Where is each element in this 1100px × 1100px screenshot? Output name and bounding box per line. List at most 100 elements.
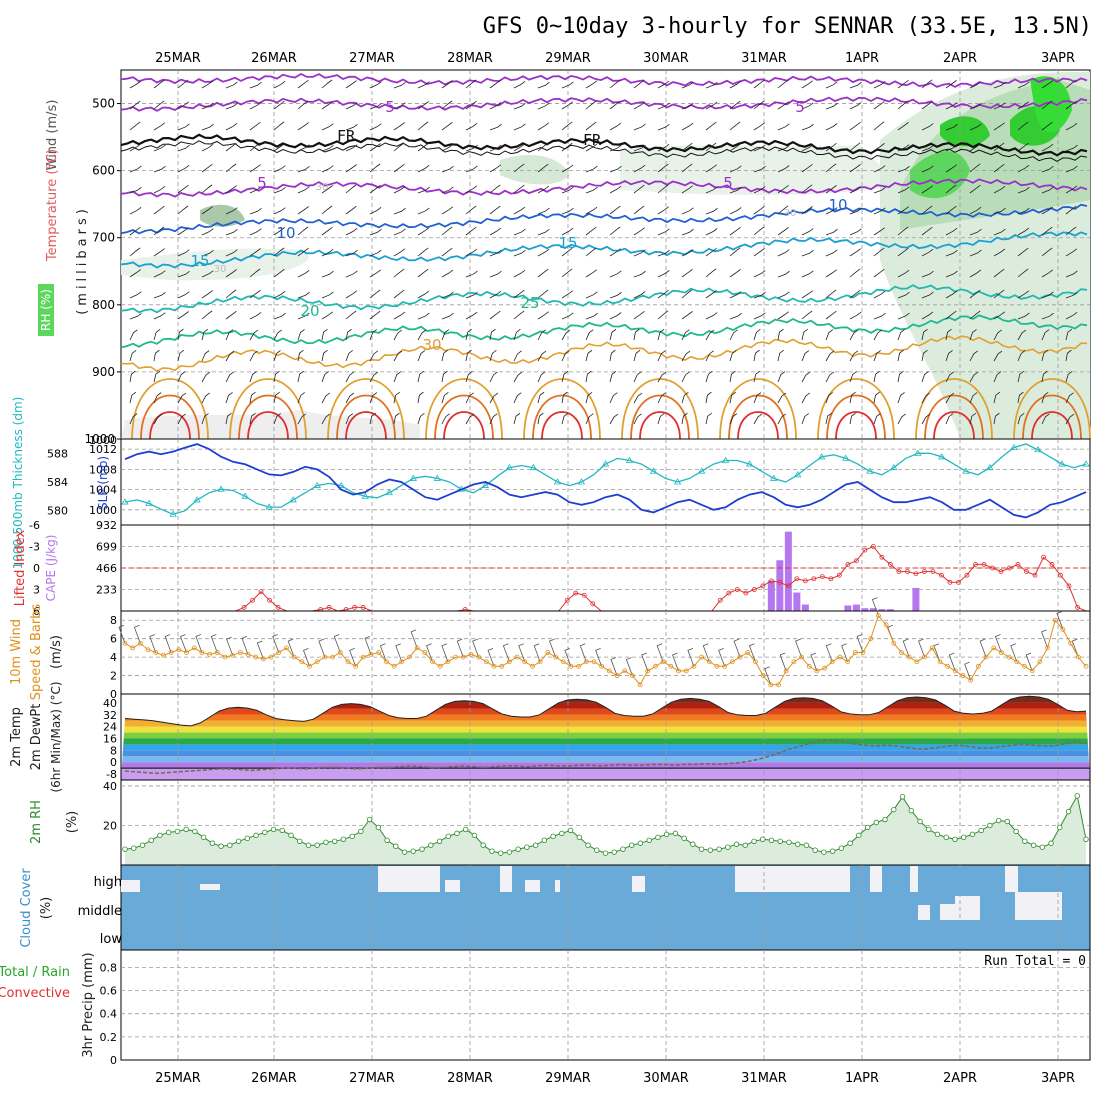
- wind-barb: [585, 143, 598, 152]
- wind-barb: [249, 186, 262, 194]
- rh2m-tick-20: 20: [103, 819, 117, 832]
- thickness-marker: [433, 474, 442, 481]
- date-label-26MAR: 26MAR: [251, 1071, 297, 1086]
- wind-barb: [513, 350, 522, 362]
- slp-tick-1000: 1000: [89, 504, 117, 517]
- wind10-marker: [683, 668, 689, 674]
- wind-barb: [585, 312, 598, 320]
- surface-temp-contour: [532, 394, 592, 440]
- wind-barb: [273, 227, 285, 236]
- wind10-marker: [668, 663, 674, 669]
- wind10-marker: [729, 659, 735, 665]
- wind10-barb: [210, 634, 218, 653]
- rh2m-marker: [716, 846, 722, 852]
- date-label-25MAR: 25MAR: [155, 1071, 201, 1086]
- wind10-marker: [937, 659, 943, 665]
- rh2m-marker: [908, 807, 914, 814]
- cloud-clear-gap: [632, 876, 645, 892]
- temp-band: [121, 720, 1090, 727]
- lifted-index-marker: [777, 579, 783, 585]
- wind-barb: [393, 228, 406, 236]
- rh2m-marker: [436, 838, 443, 844]
- wind-barb: [441, 186, 454, 194]
- wind-barb: [249, 268, 261, 278]
- rh-blob: [1030, 76, 1072, 133]
- wind-barb: [465, 311, 478, 320]
- thickness-marker: [217, 485, 225, 492]
- wind-barb: [465, 205, 477, 215]
- wind-barb: [633, 270, 646, 278]
- wind-barb: [273, 370, 280, 383]
- date-label-29MAR: 29MAR: [545, 1071, 591, 1086]
- contour-label: 25: [520, 294, 539, 312]
- thickness-marker: [625, 456, 634, 463]
- contour-label: FR: [337, 127, 356, 145]
- wind-barb: [873, 207, 886, 215]
- wind-barb: [729, 143, 741, 152]
- wind10-barb: [395, 643, 403, 662]
- rh2m-marker: [987, 822, 993, 829]
- wind-barb: [417, 227, 430, 236]
- contour-label: 5: [385, 98, 395, 116]
- wind-barb: [681, 289, 693, 299]
- wind-barb: [609, 392, 618, 404]
- wind-barb: [393, 186, 406, 194]
- wind10-marker: [530, 663, 535, 669]
- wind10-marker: [230, 652, 236, 658]
- wind-barb: [345, 392, 355, 404]
- wind-barb: [1065, 100, 1077, 110]
- lifted-index-marker: [734, 587, 740, 592]
- wind-barb: [489, 270, 502, 278]
- wind-barb: [561, 247, 573, 257]
- surface-temp-contour: [826, 394, 886, 440]
- cape-bar: [869, 608, 877, 611]
- wind-barb: [1065, 122, 1078, 131]
- wind-barb: [993, 228, 1006, 236]
- wind10-marker: [245, 651, 251, 657]
- lifted-index-marker: [1075, 605, 1080, 610]
- wind-barb: [657, 249, 670, 257]
- wind-barb: [873, 370, 880, 383]
- wind-barb: [585, 165, 598, 173]
- wind10-marker: [383, 659, 389, 665]
- wind-barb: [1017, 207, 1030, 215]
- wind-barb: [1041, 80, 1053, 89]
- wind-barb: [873, 329, 883, 341]
- rh2m-marker: [681, 835, 687, 842]
- thickness-tick-588: 588: [47, 447, 68, 460]
- precip-ylabel1: Total / Rain: [0, 965, 70, 980]
- lifted-index-marker: [760, 583, 766, 589]
- rh2m-marker: [760, 836, 766, 843]
- cloud-level-high: high: [94, 875, 122, 890]
- wind-barb: [801, 184, 813, 194]
- wind-barb: [273, 81, 286, 89]
- wind-barb: [921, 165, 934, 173]
- wind-barb: [153, 270, 166, 278]
- thickness-marker: [577, 478, 586, 485]
- wind-barb: [489, 164, 502, 173]
- wind-barb: [465, 100, 477, 110]
- wind-barb: [345, 249, 358, 257]
- wind10-marker: [906, 654, 912, 660]
- wind-barb: [729, 370, 736, 383]
- wind-barb: [441, 80, 453, 89]
- wind-barb: [345, 80, 357, 89]
- wind-barb: [681, 249, 694, 257]
- wind-barb: [177, 205, 189, 215]
- wind10-barb: [487, 647, 495, 667]
- wind-barb: [657, 184, 669, 194]
- rh2m-marker: [515, 846, 521, 852]
- wind-barb: [321, 79, 333, 89]
- thickness-marker: [145, 499, 153, 506]
- wind-barb: [753, 392, 762, 404]
- wind-barb: [345, 123, 358, 131]
- rh2m-marker: [567, 827, 574, 834]
- wind-barb: [225, 81, 238, 89]
- wind-barb: [849, 289, 861, 299]
- temp-band: [121, 714, 1090, 721]
- rh-blob: [910, 151, 970, 199]
- wind-barb: [369, 81, 382, 89]
- wind-barb: [417, 247, 429, 257]
- wind10-barb: [979, 638, 987, 658]
- wind10-marker: [545, 650, 551, 655]
